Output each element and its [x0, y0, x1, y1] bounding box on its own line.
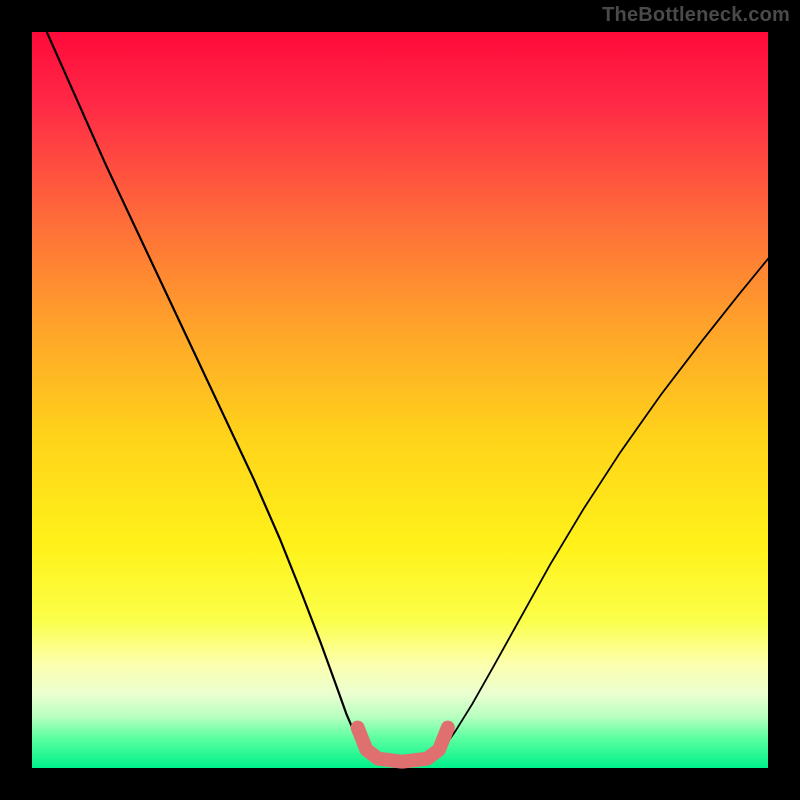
curve-right — [436, 254, 772, 757]
watermark-text: TheBottleneck.com — [602, 4, 790, 27]
chart-svg — [32, 32, 772, 772]
curve-trough — [358, 728, 448, 762]
curve-left — [47, 32, 370, 757]
stage: TheBottleneck.com — [0, 0, 800, 800]
plot-area — [30, 30, 770, 770]
